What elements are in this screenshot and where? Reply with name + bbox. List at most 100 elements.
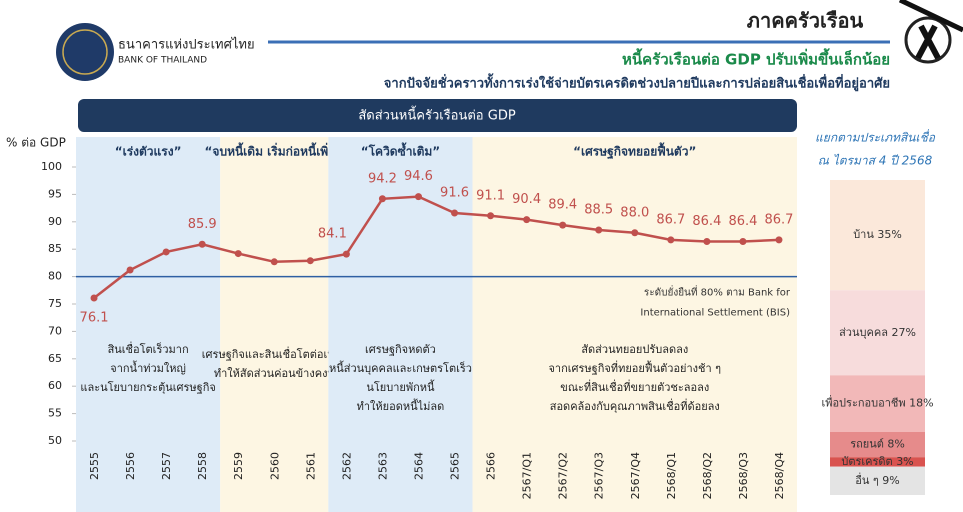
data-point: [306, 257, 314, 265]
segment-label: บ้าน 35%: [853, 228, 902, 241]
phase-note: สินเชื่อโตเร็วมาก: [107, 341, 188, 356]
data-point: [378, 195, 386, 203]
data-point: [198, 240, 206, 248]
value-label: 76.1: [80, 310, 109, 325]
phase-note: เศรษฐกิจหดตัว: [365, 343, 436, 356]
y-tick-label: 55: [48, 407, 62, 420]
value-label: 85.9: [188, 217, 217, 232]
segment-label: บัตรเครดิต 3%: [841, 455, 913, 468]
value-label: 91.6: [440, 186, 469, 201]
data-point: [162, 248, 170, 256]
phase-note: เศรษฐกิจและสินเชื่อโตต่อเนื่อง: [202, 346, 347, 361]
data-point: [234, 250, 242, 258]
x-tick-label: 2558: [196, 452, 209, 480]
reference-label: International Settlement (BIS): [640, 308, 790, 319]
section-title: ภาคครัวเรือน: [747, 9, 864, 33]
value-label: 84.1: [318, 227, 347, 242]
segment: [830, 457, 925, 467]
value-label: 90.4: [512, 192, 541, 207]
segment: [830, 466, 925, 495]
x-tick-label: 2567/Q4: [629, 452, 642, 499]
x-tick-label: 2568/Q1: [665, 452, 678, 499]
y-tick-label: 60: [48, 379, 62, 392]
ribbon: [915, 24, 941, 60]
x-tick-label: 2568/Q2: [701, 452, 714, 499]
data-point: [595, 226, 603, 234]
x-tick-label: 2564: [412, 452, 425, 480]
data-line: [93, 195, 780, 299]
x-tick-label: 2557: [160, 452, 173, 480]
logo: [56, 23, 114, 81]
phase-note: และนโยบายกระตุ้นเศรษฐกิจ: [80, 380, 215, 394]
value-label: 89.4: [548, 198, 577, 213]
value-label: 86.4: [728, 214, 757, 229]
x-tick-label: 2560: [268, 452, 281, 480]
x-tick-label: 2562: [340, 452, 353, 480]
phase-note: ทำให้ยอดหนี้ไม่ลด: [357, 398, 445, 413]
data-point: [523, 216, 531, 224]
data-point: [487, 212, 495, 220]
x-tick-label: 2556: [124, 452, 137, 480]
value-label: 91.1: [476, 188, 505, 203]
x-tick-label: 2568/Q3: [737, 452, 750, 499]
value-label: 86.4: [692, 214, 721, 229]
chart-title-bar: [78, 99, 797, 132]
headline: หนี้ครัวเรือนต่อ GDP ปรับเพิ่มขึ้นเล็กน้…: [622, 48, 890, 69]
x-tick-label: 2567/Q1: [521, 452, 534, 499]
x-tick-label: 2563: [376, 452, 389, 480]
y-tick-label: 90: [48, 215, 62, 228]
value-label: 94.6: [404, 169, 433, 184]
phase-band: [76, 137, 221, 512]
phase-note: จากน้ำท่วมใหญ่: [110, 360, 186, 375]
org-name-th: ธนาคารแห่งประเทศไทย: [118, 37, 255, 53]
x-tick-label: 2567/Q2: [557, 452, 570, 499]
data-point: [270, 258, 278, 266]
phase-title: “โควิดซ้ำเติม”: [361, 142, 440, 159]
value-label: 86.7: [656, 212, 685, 227]
x-tick-label: 2559: [232, 452, 245, 480]
phase-band: [472, 137, 797, 512]
data-point: [703, 238, 711, 246]
segment: [830, 180, 925, 291]
y-tick-label: 50: [48, 434, 62, 447]
x-tick-label: 2566: [485, 452, 498, 480]
segment: [830, 375, 925, 432]
data-point: [90, 294, 98, 302]
y-tick-label: 65: [48, 352, 62, 365]
data-point: [631, 229, 639, 237]
phase-title: “จบหนี้เดิม เริ่มก่อหนี้เพิ่ม”: [205, 142, 344, 159]
data-point: [559, 221, 567, 229]
x-tick-label: 2568/Q4: [773, 452, 786, 499]
segment: [830, 432, 925, 458]
data-point: [451, 209, 459, 217]
chart-layer: “เร่งตัวแรง” สินเชื่อโตเร็วมากจากน้ำท่วมใ…: [41, 137, 934, 512]
segment-label: รถยนต์ 8%: [850, 438, 905, 451]
phase-note: นโยบายพักหนี้: [366, 379, 435, 394]
mourning-band: [898, 0, 963, 33]
value-label: 88.5: [584, 203, 613, 218]
value-label: 86.7: [764, 212, 793, 227]
data-point: [739, 238, 747, 246]
ribbon-icon: [904, 16, 952, 64]
reference-label: ระดับยั่งยืนที่ 80% ตาม Bank for: [644, 285, 791, 299]
logo-ring: [62, 29, 108, 75]
phase-note: ทำให้สัดส่วนค่อนข้างคงที่: [214, 365, 335, 380]
phase-title: “เร่งตัวแรง”: [115, 145, 182, 159]
phase-note: สอดคล้องกับคุณภาพสินเชื่อที่ด้อยลง: [550, 398, 720, 413]
phase-note: จากเศรษฐกิจที่ทยอยฟื้นตัวอย่างช้า ๆ: [548, 360, 721, 375]
breakdown-title: แยกตามประเภทสินเชื่อ: [815, 129, 936, 145]
phase-note: หนี้ส่วนบุคคลและเกษตรโตเร็ว: [329, 360, 472, 375]
data-point: [414, 193, 422, 201]
x-tick-label: 2567/Q3: [593, 452, 606, 499]
segment: [830, 290, 925, 376]
subheadline: จากปัจจัยชั่วคราวทั้งการเร่งใช้จ่ายบัตรเ…: [384, 73, 890, 92]
y-tick-label: 80: [48, 270, 62, 283]
y-axis-label: % ต่อ GDP: [6, 136, 66, 150]
data-point: [775, 236, 783, 244]
y-tick-label: 70: [48, 324, 62, 337]
breakdown-subtitle: ณ ไตรมาส 4 ปี 2568: [818, 154, 933, 168]
x-tick-label: 2561: [304, 452, 317, 480]
y-tick-label: 85: [48, 242, 62, 255]
value-label: 94.2: [368, 171, 397, 186]
